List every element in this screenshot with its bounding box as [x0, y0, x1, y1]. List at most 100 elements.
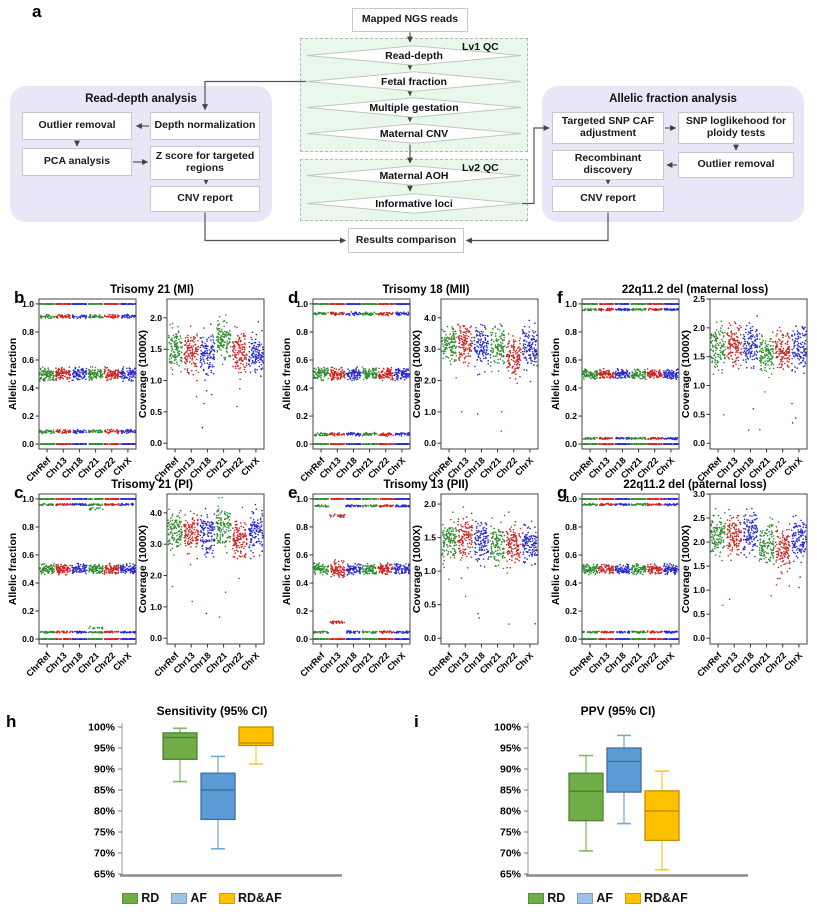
panel-f: f 22q11.2 del (maternal loss) Allelic fra…	[549, 282, 817, 482]
flow-box-outlier-removal-left: Outlier removal	[22, 112, 132, 140]
panel-g: g 22q11.2 del (paternal loss) Allelic fra…	[549, 477, 817, 677]
panel-h-legend: RD AF RD&AF	[12, 888, 392, 908]
svg-text:Coverage (1000X): Coverage (1000X)	[137, 330, 149, 418]
svg-text:0.6: 0.6	[22, 355, 34, 365]
flow-box-cnv-report-left: CNV report	[150, 186, 260, 212]
svg-text:Allelic fraction: Allelic fraction	[550, 338, 562, 410]
panel-b-label: b	[14, 288, 25, 307]
panel-d: d Trisomy 18 (MII) Allelic fraction 0.0 0.2…	[280, 282, 548, 482]
panel-i-label: i	[414, 712, 419, 731]
panel-f-plots: 22q11.2 del (maternal loss) Allelic fract…	[550, 284, 808, 482]
svg-text:0.6: 0.6	[565, 355, 577, 365]
panel-d-plots: Trisomy 18 (MII) Allelic fraction 0.0 0.2 0.…	[281, 284, 539, 482]
svg-text:0.4: 0.4	[565, 383, 577, 393]
panel-f-label: f	[557, 288, 563, 307]
svg-text:0.0: 0.0	[22, 439, 34, 449]
svg-text:0.4: 0.4	[296, 383, 308, 393]
svg-text:0.2: 0.2	[565, 411, 577, 421]
panel-g-label: g	[557, 483, 568, 502]
qc-step-informative-loci: Informative loci	[306, 193, 522, 214]
svg-text:0.2: 0.2	[22, 411, 34, 421]
flow-box-mapped-ngs-reads: Mapped NGS reads	[352, 8, 468, 32]
svg-text:Allelic fraction: Allelic fraction	[7, 338, 19, 410]
legend-swatch	[624, 892, 641, 904]
svg-text:1.5: 1.5	[150, 344, 162, 354]
panel-g-plots: 22q11.2 del (paternal loss)Allelic fract…	[550, 479, 808, 677]
svg-text:Coverage (1000X): Coverage (1000X)	[411, 330, 423, 418]
panel-h-boxplot: Sensitivity (95% CI)100%95%90%85%80%75%7…	[88, 704, 342, 881]
svg-text:4.0: 4.0	[424, 313, 436, 323]
legend-swatch	[218, 892, 235, 904]
legend-label: AF	[596, 891, 613, 905]
svg-text:2.0: 2.0	[424, 376, 436, 386]
svg-text:0.0: 0.0	[296, 439, 308, 449]
svg-text:22q11.2 del (maternal loss): 22q11.2 del (maternal loss)	[622, 284, 769, 296]
legend-label: RD&AF	[643, 891, 688, 905]
legend-item-af: AF	[171, 891, 207, 905]
svg-text:2.0: 2.0	[150, 313, 162, 323]
flow-box-snp-loglikehood: SNP loglikehood for ploidy tests	[678, 112, 794, 144]
legend-swatch	[122, 892, 139, 904]
flow-box-zscore: Z score for targeted regions	[150, 146, 260, 180]
legend-swatch	[577, 892, 594, 904]
lv1-qc-label: Lv1 QC	[462, 41, 499, 53]
panel-d-label: d	[288, 288, 299, 307]
flow-box-pca-analysis: PCA analysis	[22, 148, 132, 176]
flowchart-arrows	[74, 32, 739, 244]
flow-box-recombinant-discovery: Recombinant discovery	[552, 150, 664, 180]
flow-box-depth-normalization: Depth normalization	[150, 112, 260, 140]
lv2-qc-label: Lv2 QC	[462, 162, 499, 174]
flow-box-cnv-report-right: CNV report	[552, 186, 664, 212]
legend-item-af: AF	[577, 891, 613, 905]
legend-label: RD	[141, 891, 160, 905]
legend-swatch	[528, 892, 545, 904]
svg-text:0.6: 0.6	[296, 355, 308, 365]
panel-e-plots: Trisomy 13 (PII)Allelic fraction0.00.20.…	[281, 479, 539, 677]
panel-c-label: c	[14, 483, 24, 502]
flow-box-results-comparison: Results comparison	[348, 228, 464, 253]
allelic-fraction-analysis-title: Allelic fraction analysis	[609, 93, 737, 105]
svg-text:ChrX: ChrX	[239, 455, 261, 477]
panel-h-label: h	[6, 712, 17, 731]
svg-text:0.0: 0.0	[150, 438, 162, 448]
panel-c: c Trisomy 21 (PI) Allelic fraction 0.0 0.2 0…	[6, 477, 274, 677]
qc-step-multiple-gestation: Multiple gestation	[306, 97, 522, 118]
svg-text:0.4: 0.4	[22, 383, 34, 393]
legend-item-rd-af: RD&AF	[218, 891, 282, 905]
svg-text:ChrX: ChrX	[513, 455, 535, 477]
panel-e: e Trisomy 13 (PII) Allelic fraction 0.0 0.2…	[280, 477, 548, 677]
svg-text:0.8: 0.8	[22, 327, 34, 337]
svg-text:1.0: 1.0	[565, 299, 577, 309]
svg-text:Allelic fraction: Allelic fraction	[281, 338, 293, 410]
panel-c-plots: Trisomy 21 (PI)Allelic fraction0.00.20.4…	[7, 479, 265, 677]
svg-text:1.0: 1.0	[424, 407, 436, 417]
qc-step-maternal-aoh: Maternal AOH	[306, 165, 522, 186]
flow-box-targeted-snp-caf: Targeted SNP CAF adjustment	[552, 112, 664, 144]
svg-text:0.8: 0.8	[296, 327, 308, 337]
svg-text:1.0: 1.0	[150, 376, 162, 386]
legend-label: RD	[547, 891, 566, 905]
svg-text:3.0: 3.0	[424, 344, 436, 354]
panel-e-label: e	[288, 483, 298, 502]
panel-i-boxplot: PPV (95% CI)100%95%90%85%80%75%70%65%	[494, 704, 748, 881]
panel-h: Sensitivity (95% CI) 100% 95% 90% 85% 80% 75% 7…	[12, 702, 392, 882]
legend-label: AF	[190, 891, 207, 905]
legend-item-rd: RD	[528, 891, 565, 905]
legend-item-rd-af: RD&AF	[624, 891, 688, 905]
svg-text:ChrX: ChrX	[385, 455, 407, 477]
svg-text:Trisomy 18 (MII): Trisomy 18 (MII)	[383, 284, 470, 296]
panel-b-plots: Trisomy 21 (MI) Allelic fraction 0.0 0.2 0.4…	[7, 284, 265, 482]
qc-step-maternal-cnv: Maternal CNV	[306, 123, 522, 144]
svg-text:0.0: 0.0	[424, 438, 436, 448]
flow-box-outlier-removal-right: Outlier removal	[678, 152, 794, 178]
panel-i-legend: RD AF RD&AF	[418, 888, 798, 908]
svg-text:ChrX: ChrX	[111, 455, 133, 477]
panel-a-label: a	[32, 2, 42, 21]
qc-step-fetal-fraction: Fetal fraction	[306, 71, 522, 92]
svg-text:1.0: 1.0	[22, 299, 34, 309]
legend-item-rd: RD	[122, 891, 159, 905]
panel-i: PPV (95% CI) 100% 95% 90% 85% 80% 75% 70% 65%	[418, 702, 798, 882]
svg-text:1.0: 1.0	[296, 299, 308, 309]
svg-text:Trisomy 21 (MI): Trisomy 21 (MI)	[110, 284, 194, 296]
